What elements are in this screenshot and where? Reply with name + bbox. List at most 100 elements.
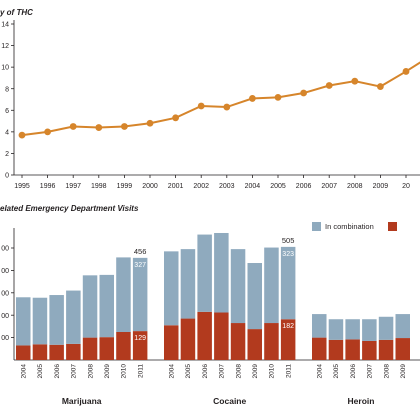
- bar-alone: [395, 338, 410, 360]
- x-tick-label: 2002: [193, 183, 209, 190]
- bar-alone: [132, 331, 148, 360]
- x-tick-label: 2003: [219, 183, 235, 190]
- bar-combination: [66, 290, 81, 344]
- bar-combination: [16, 297, 31, 346]
- y-tick-label: 8: [5, 86, 9, 93]
- bar-alone: [32, 344, 48, 360]
- ed-visits-bar-chart: 00 00 00 00 00 2004 2005 2006 2007 2008 2009 2010 20…: [1, 228, 420, 406]
- bar-alone: [312, 337, 327, 360]
- bar-alone: [247, 329, 262, 360]
- bar-alone: [164, 325, 179, 360]
- x-tick-label: 1999: [117, 183, 133, 190]
- x-tick-label: 2011: [285, 364, 292, 378]
- bar-combination: [345, 319, 360, 340]
- bar-combination: [82, 275, 98, 338]
- bar-chart-title: elated Emergency Department Visits: [0, 204, 139, 213]
- bar-combination: [312, 314, 327, 338]
- bar-combination: [230, 249, 246, 324]
- bar-combination: [49, 295, 64, 345]
- x-tick-label: 1998: [91, 183, 107, 190]
- bar-combination: [247, 263, 262, 330]
- x-tick-label: 2005: [37, 364, 44, 379]
- group-label: Heroin: [348, 396, 375, 406]
- bar-alone: [264, 323, 279, 360]
- bar-alone: [197, 311, 212, 360]
- x-tick-label: 2007: [367, 364, 374, 379]
- x-tick-label: 1995: [14, 183, 30, 190]
- x-tick-label: 2009: [104, 364, 111, 379]
- x-tick-label: 2010: [269, 364, 276, 379]
- thc-point: [197, 102, 205, 110]
- legend-label-combination: In combination: [325, 222, 374, 231]
- y-tick-label: 00: [1, 290, 9, 297]
- x-tick-label: 20: [402, 183, 410, 190]
- bar-combination: [395, 314, 410, 339]
- x-tick-label: 2005: [185, 364, 192, 379]
- thc-line-chart: 0 2 4 6 8 10 12 14 1995 1996 1997 1998 1999 2000 2001 2…: [1, 20, 420, 190]
- y-tick-label: 4: [5, 129, 9, 136]
- bar-combination: [116, 257, 131, 332]
- group-label: Cocaine: [213, 396, 246, 406]
- x-tick-label: 2004: [245, 183, 261, 190]
- thc-point: [18, 131, 26, 139]
- thc-point: [300, 89, 307, 97]
- y-tick-label: 10: [1, 65, 9, 72]
- y-tick-label: 12: [1, 43, 9, 50]
- total-data-label: 505: [282, 236, 295, 245]
- x-tick-label: 2008: [347, 183, 363, 190]
- thc-point: [172, 114, 180, 122]
- bar-alone: [328, 339, 344, 360]
- thc-point: [249, 95, 256, 102]
- thc-point: [146, 119, 154, 127]
- thc-point: [351, 77, 359, 85]
- x-tick-label: 2001: [168, 183, 184, 190]
- x-tick-label: 2009: [400, 364, 407, 379]
- bar-combination: [378, 316, 394, 340]
- alone-data-label: 129: [134, 335, 146, 342]
- thc-point: [274, 93, 282, 101]
- x-tick-label: 2006: [296, 183, 312, 190]
- x-tick-label: 2011: [137, 364, 144, 378]
- x-tick-label: 2005: [270, 183, 286, 190]
- x-tick-label: 2007: [71, 364, 78, 379]
- bar-combination: [280, 246, 296, 320]
- x-tick-label: 2004: [21, 364, 28, 379]
- thc-series-line: [21, 61, 420, 137]
- combination-data-label: 323: [282, 251, 294, 258]
- x-tick-label: 2006: [350, 364, 357, 379]
- x-tick-label: 2009: [373, 183, 389, 190]
- thc-line-panel: y of THC 0 2 4 6 8 10 12 14 1995 1996 1997 1998 1999…: [0, 0, 420, 196]
- bar-combination: [99, 274, 114, 338]
- bar-alone: [16, 345, 31, 360]
- x-tick-label: 2004: [317, 364, 324, 379]
- bar-combination: [328, 319, 344, 340]
- bar-alone: [230, 323, 246, 360]
- legend-swatch-alone: [387, 222, 397, 231]
- y-tick-label: 14: [1, 22, 9, 29]
- bar-alone: [66, 343, 81, 360]
- bar-combination: [180, 249, 196, 319]
- x-tick-label: 2010: [121, 364, 128, 379]
- bar-combination: [132, 257, 148, 332]
- group-label: Marijuana: [62, 396, 102, 406]
- thc-point: [325, 82, 333, 89]
- bar-alone: [345, 339, 360, 360]
- x-tick-label: 2009: [252, 364, 259, 379]
- bar-combination: [264, 247, 279, 324]
- bar-alone: [49, 344, 64, 360]
- line-chart-title: y of THC: [0, 8, 33, 17]
- thc-point: [44, 128, 51, 136]
- y-tick-label: 0: [5, 173, 9, 180]
- y-tick-label: 00: [1, 335, 9, 342]
- x-tick-label: 2007: [219, 364, 226, 379]
- bar-alone: [378, 339, 394, 360]
- x-tick-label: 1997: [65, 183, 81, 190]
- bar-alone: [280, 319, 296, 360]
- x-tick-label: 2000: [142, 183, 158, 190]
- thc-point: [377, 83, 384, 90]
- x-tick-label: 2005: [333, 364, 340, 379]
- bar-alone: [362, 340, 377, 360]
- y-tick-label: 00: [1, 246, 9, 253]
- ed-visits-bar-panel: elated Emergency Department Visits In co…: [0, 196, 420, 420]
- bar-alone: [180, 318, 196, 360]
